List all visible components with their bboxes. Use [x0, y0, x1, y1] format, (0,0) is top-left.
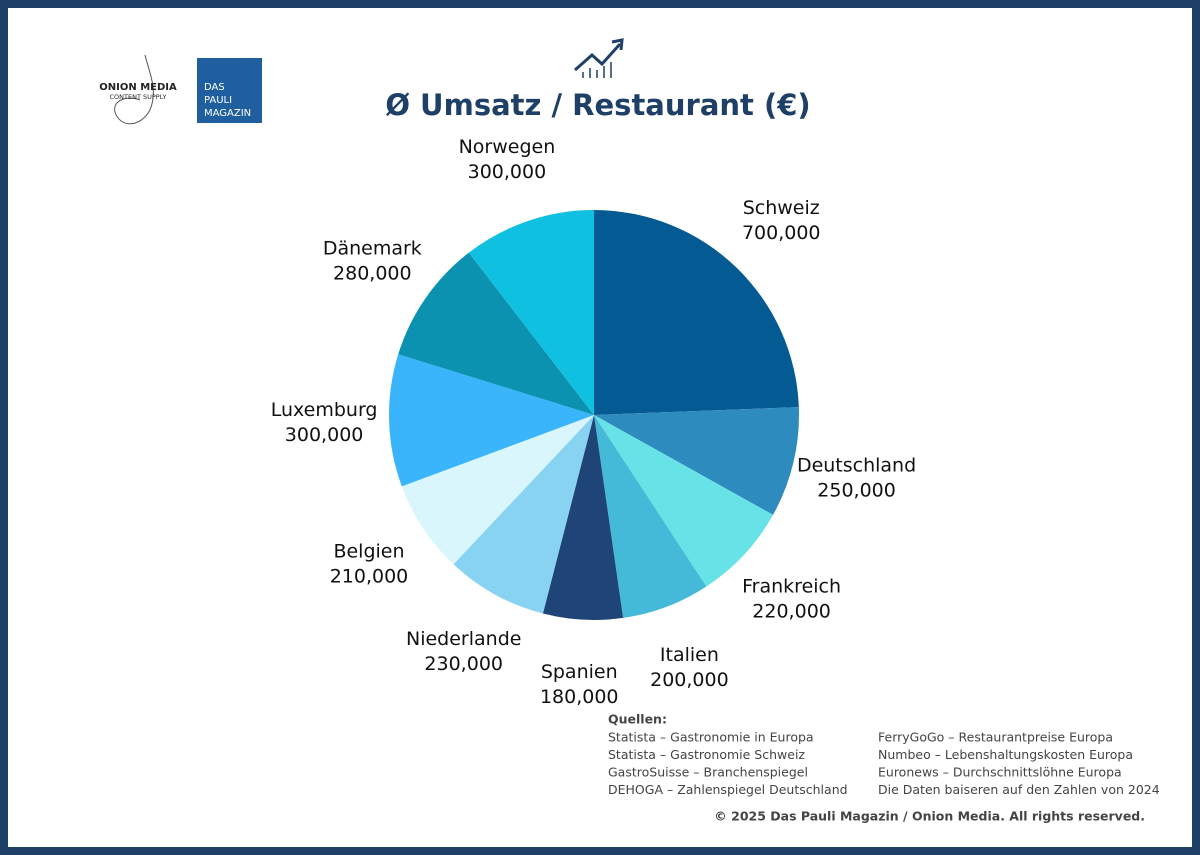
icon-arrowhead	[611, 38, 624, 51]
value-label: 250,000	[817, 479, 896, 501]
value-label: 230,000	[424, 653, 503, 675]
copyright: © 2025 Das Pauli Magazin / Onion Media. …	[714, 809, 1145, 824]
pie: Schweiz 700,000 Deutschland 250,000 Frankrei…	[271, 136, 916, 708]
source-line: Statista – Gastronomie in Europa	[608, 730, 814, 745]
value-label: 220,000	[752, 601, 831, 623]
sources-heading: Quellen:	[608, 712, 667, 727]
slice-label: Italien	[660, 644, 719, 666]
pie-slice	[389, 354, 594, 487]
value-label: 210,000	[330, 566, 409, 588]
source-line: FerryGoGo – Restaurantpreise Europa	[878, 730, 1113, 745]
slice-label: Luxemburg	[271, 399, 378, 421]
pauli-logo: DAS PAULI MAGAZIN	[197, 58, 262, 123]
icon-bars	[582, 62, 612, 78]
value-label: 700,000	[742, 222, 821, 244]
slice-label: Frankreich	[742, 576, 841, 598]
value-label: 280,000	[333, 262, 412, 284]
logo-text: DAS	[204, 82, 225, 93]
source-line: Die Daten baiseren auf den Zahlen von 20…	[878, 782, 1160, 797]
logo-text: ONION MEDIA	[99, 82, 177, 93]
icon-arrow	[574, 42, 622, 72]
pie-slice	[468, 210, 594, 415]
logo-text: PAULI	[204, 95, 232, 106]
value-label: 300,000	[468, 161, 547, 183]
slice-label: Niederlande	[406, 628, 521, 650]
slice-label: Schweiz	[743, 197, 820, 219]
slice-label: Spanien	[541, 661, 618, 683]
pie-slice	[398, 252, 594, 415]
pie-slice	[453, 415, 594, 614]
pie-slice	[594, 407, 799, 515]
logo-text: CONTENT SUPPLY	[110, 93, 167, 101]
source-line: Statista – Gastronomie Schweiz	[608, 747, 805, 762]
source-line: Numbeo – Lebenshaltungskosten Europa	[878, 747, 1133, 762]
value-label: 180,000	[540, 686, 619, 708]
source-line: GastroSuisse – Branchenspiegel	[608, 765, 808, 780]
slice-label: Deutschland	[797, 454, 916, 476]
slice-label: Dänemark	[323, 237, 422, 259]
pie-slice	[542, 415, 624, 620]
sources: Quellen: Statista – Gastronomie in Europ…	[608, 712, 1160, 798]
source-line: Euronews – Durchschnittslöhne Europa	[878, 765, 1122, 780]
source-line: DEHOGA – Zahlenspiegel Deutschland	[608, 782, 848, 797]
logo-box	[197, 58, 262, 123]
value-label: 300,000	[285, 424, 364, 446]
pie-slice	[401, 415, 594, 565]
onion-sketch	[114, 54, 154, 125]
title-icon	[574, 38, 624, 78]
pie-slice	[594, 415, 774, 587]
chart-title: Ø Umsatz / Restaurant (€)	[385, 88, 810, 122]
value-label: 200,000	[650, 669, 729, 691]
slice-label: Belgien	[333, 541, 404, 563]
onion-logo: ONION MEDIA CONTENT SUPPLY	[99, 54, 177, 125]
logo-text: MAGAZIN	[204, 108, 251, 119]
pie-slice	[594, 210, 799, 415]
slice-label: Norwegen	[459, 136, 556, 158]
pie-slice	[594, 415, 707, 618]
